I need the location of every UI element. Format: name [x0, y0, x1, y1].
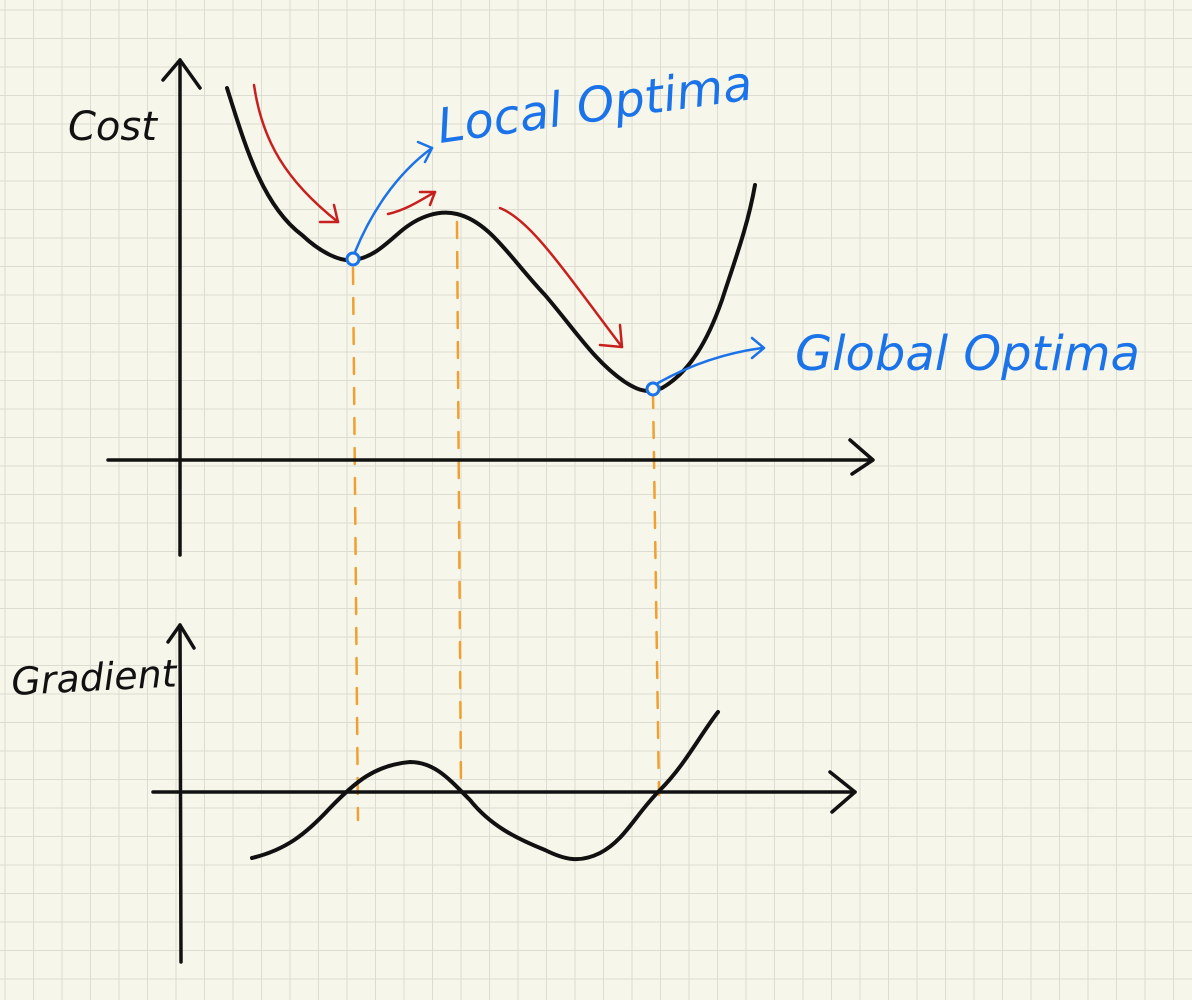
- guide-lines: [351, 220, 661, 822]
- descent-arrow-1-head: [318, 203, 340, 224]
- local-optima-label: Local Optima: [434, 55, 756, 155]
- global-optima-marker: [645, 381, 661, 397]
- guide-line-global-optima: [651, 390, 661, 797]
- guide-line-local-max: [455, 220, 463, 792]
- descent-arrow-2-head: [418, 190, 437, 207]
- local-optima-pointer-head: [416, 140, 434, 164]
- gradient-axes: [151, 623, 857, 964]
- descent-arrow-2: [386, 190, 437, 216]
- descent-arrow-3: [498, 206, 624, 349]
- global-optima-pointer: [656, 346, 764, 385]
- gradient-y-arrowhead: [166, 623, 196, 650]
- gradient-curve: [250, 710, 720, 862]
- guide-line-local-optima: [351, 266, 360, 822]
- descent-arrow-3-head: [598, 323, 624, 349]
- descent-arrow-1: [252, 83, 340, 224]
- gradient-x-arrowhead: [828, 770, 857, 814]
- cost-curve: [225, 86, 757, 393]
- global-optima-label: Global Optima: [795, 326, 1140, 382]
- optima-markers: [345, 251, 661, 397]
- cost-x-arrowhead: [848, 438, 875, 476]
- local-optima-marker: [345, 251, 361, 267]
- cost-axes: [106, 58, 875, 557]
- gradient-axis-label: Gradient: [10, 651, 180, 704]
- cost-y-arrowhead: [161, 58, 202, 90]
- annotation-arrows: [353, 140, 766, 385]
- cost-axis-label: Cost: [68, 104, 158, 150]
- descent-arrows: [252, 83, 624, 349]
- global-optima-pointer-head: [750, 336, 766, 360]
- local-optima-pointer: [353, 146, 434, 254]
